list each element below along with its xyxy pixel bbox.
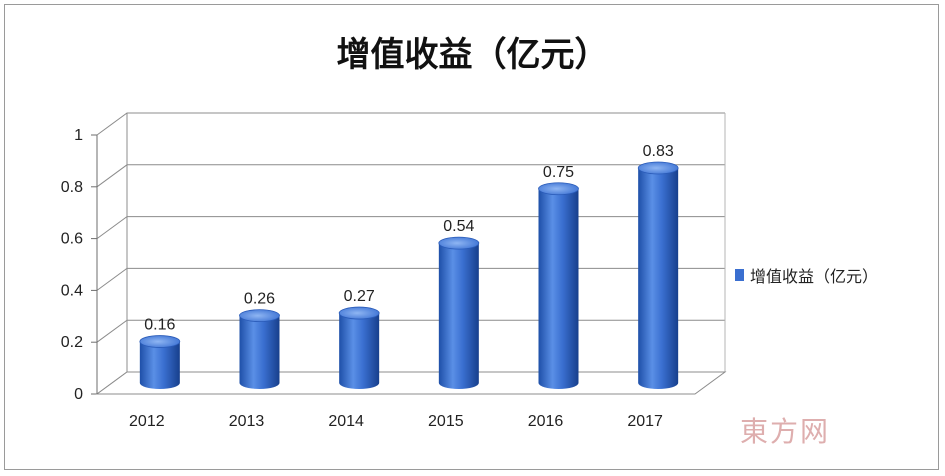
data-label: 0.16 [144, 317, 175, 334]
gridline [96, 164, 725, 188]
legend-swatch [735, 269, 744, 281]
y-tick-label: 0.2 [61, 334, 83, 351]
bar [438, 236, 480, 389]
x-tick-label: 2017 [627, 413, 663, 430]
data-label: 0.83 [643, 143, 674, 160]
bar-body [638, 168, 679, 389]
bar-cap [538, 182, 579, 196]
bar-cap [139, 335, 181, 348]
x-tick-label: 2016 [528, 413, 564, 430]
bar-cap [637, 161, 679, 175]
bar-body [438, 243, 479, 389]
y-tick-label: 0.6 [61, 231, 83, 248]
bar [538, 182, 579, 389]
gridline [96, 112, 725, 136]
x-tick-label: 2013 [229, 413, 265, 430]
x-tick-label: 2015 [428, 413, 464, 430]
legend-label: 增值收益（亿元） [750, 267, 879, 286]
chart-floor [95, 371, 727, 395]
y-tick-label: 0 [74, 386, 83, 403]
x-tick-label: 2014 [328, 413, 364, 430]
x-tick-label: 2012 [129, 413, 165, 430]
chart-title: 增值收益（亿元） [336, 35, 609, 75]
legend: 增值收益（亿元） [735, 263, 878, 287]
y-tick-label: 1 [74, 127, 83, 144]
chart-frame: 增值收益（亿元） 0 0.2 0.4 0.6 0.8 1 0.16 2012 0.26 2013… [4, 4, 939, 470]
gridline [96, 319, 725, 343]
y-tick-label: 0.4 [61, 282, 83, 299]
bar-body [139, 341, 180, 389]
bar [338, 306, 380, 389]
gridline [96, 267, 725, 291]
bar [239, 309, 280, 389]
bar-cap [438, 236, 480, 250]
plot-area: 0 0.2 0.4 0.6 0.8 1 0.16 2012 0.26 2013 0.27 2014 0… [61, 112, 727, 430]
bar-body [239, 315, 280, 389]
bar-body [538, 188, 579, 389]
data-label: 0.27 [344, 288, 375, 305]
bar-body [339, 313, 380, 389]
data-label: 0.54 [443, 218, 474, 235]
bar-cap [239, 309, 280, 323]
bar-cap [338, 306, 380, 320]
gridline [96, 216, 725, 240]
bar [139, 335, 181, 389]
data-label: 0.26 [244, 291, 275, 308]
bar [637, 161, 679, 389]
data-label: 0.75 [543, 164, 574, 181]
y-tick-label: 0.8 [61, 179, 83, 196]
watermark-logo: 東方网 [740, 415, 831, 448]
